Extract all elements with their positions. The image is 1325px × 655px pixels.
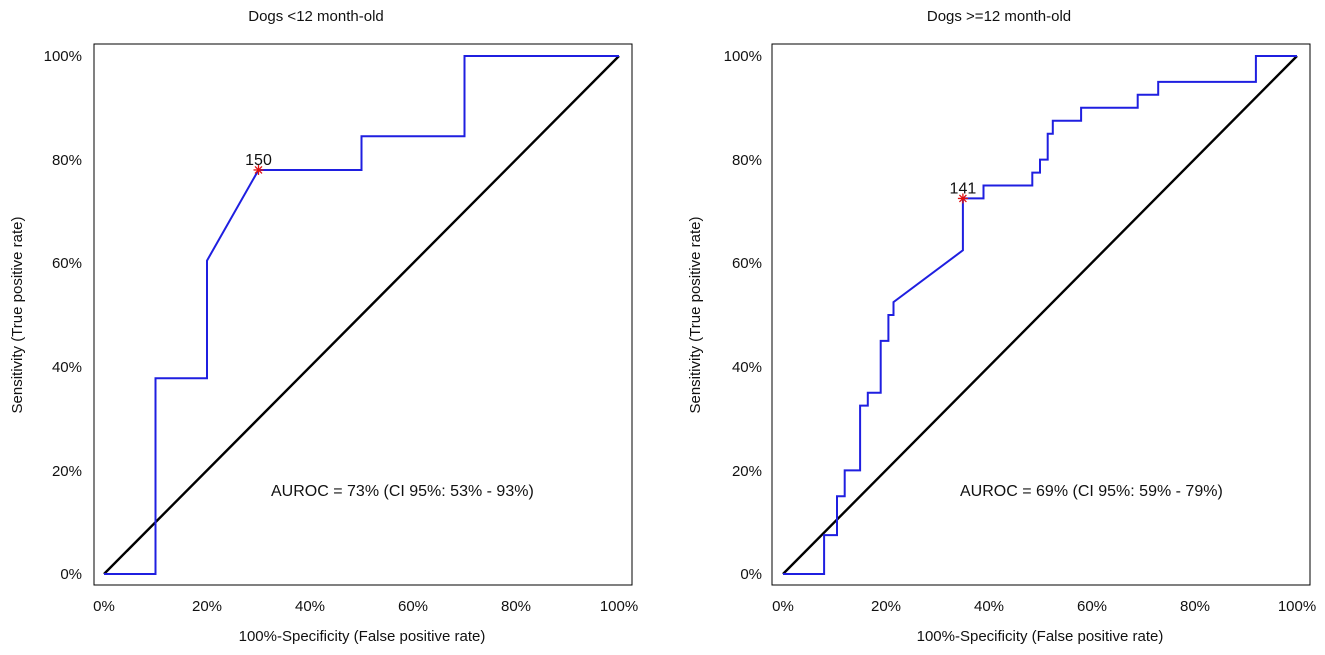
auroc-annotation: AUROC = 69% (CI 95%: 59% - 79%) <box>960 483 1223 500</box>
x-tick-labels: 0% 20% 40% 60% 80% 100% <box>93 598 638 615</box>
y-tick-label: 0% <box>60 566 82 583</box>
x-tick-label: 80% <box>501 598 531 615</box>
y-tick-label: 80% <box>732 152 762 169</box>
x-axis-title: 100%-Specificity (False positive rate) <box>239 628 486 645</box>
x-tick-label: 0% <box>93 598 115 615</box>
chart-title: Dogs <12 month-old <box>248 8 384 25</box>
y-tick-labels: 0% 20% 40% 60% 80% 100% <box>44 48 82 583</box>
y-tick-labels: 0% 20% 40% 60% 80% 100% <box>724 48 762 583</box>
reference-diagonal-line <box>103 55 620 575</box>
y-tick-label: 0% <box>740 566 762 583</box>
y-tick-label: 20% <box>52 463 82 480</box>
y-tick-label: 100% <box>724 48 762 65</box>
x-tick-label: 0% <box>772 598 794 615</box>
y-tick-label: 40% <box>52 359 82 376</box>
y-axis-title: Sensitivity (True positive rate) <box>9 216 26 413</box>
roc-curve-line <box>783 55 1297 575</box>
cutoff-layer: 150 <box>245 152 272 175</box>
x-tick-labels: 0% 20% 40% 60% 80% 100% <box>772 598 1316 615</box>
auroc-annotation: AUROC = 73% (CI 95%: 53% - 93%) <box>271 483 534 500</box>
cutoff-layer: 141 <box>950 180 977 204</box>
x-tick-label: 60% <box>398 598 428 615</box>
x-tick-label: 20% <box>871 598 901 615</box>
x-axis-title: 100%-Specificity (False positive rate) <box>917 628 1164 645</box>
y-tick-label: 60% <box>732 255 762 272</box>
plot-frame <box>93 43 633 586</box>
y-tick-label: 100% <box>44 48 82 65</box>
x-tick-label: 40% <box>295 598 325 615</box>
roc-chart-adult-dogs: Dogs >=12 month-old 0% 20% 40% 60% 80% 1… <box>687 8 1316 645</box>
x-tick-label: 100% <box>1278 598 1316 615</box>
cutoff-star-marker <box>957 193 968 204</box>
y-tick-label: 20% <box>732 463 762 480</box>
x-tick-label: 80% <box>1180 598 1210 615</box>
cutoff-label: 150 <box>245 152 272 169</box>
y-tick-label: 60% <box>52 255 82 272</box>
cutoff-label: 141 <box>950 180 977 197</box>
x-tick-label: 20% <box>192 598 222 615</box>
series-layer <box>782 55 1298 575</box>
chart-title: Dogs >=12 month-old <box>927 8 1071 25</box>
y-tick-label: 40% <box>732 359 762 376</box>
x-tick-label: 100% <box>600 598 638 615</box>
y-tick-label: 80% <box>52 152 82 169</box>
x-tick-label: 60% <box>1077 598 1107 615</box>
cutoff-star-marker <box>253 164 264 175</box>
reference-diagonal-line <box>782 55 1298 575</box>
y-axis-title: Sensitivity (True positive rate) <box>687 216 704 413</box>
x-tick-label: 40% <box>974 598 1004 615</box>
plot-frame <box>771 43 1311 586</box>
roc-chart-young-dogs: Dogs <12 month-old 0% 20% 40% 60% 80% 10… <box>9 8 638 645</box>
